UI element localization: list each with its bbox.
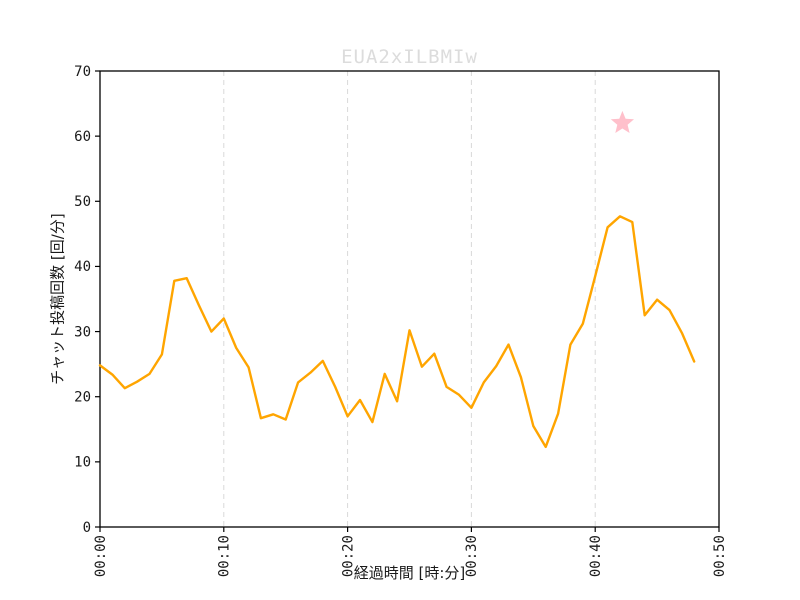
y-tick-label: 60 (74, 129, 91, 145)
y-tick-label: 0 (83, 520, 91, 536)
plot-border (99, 70, 720, 528)
x-tick-label: 00:40 (588, 535, 604, 577)
x-tick-label: 00:10 (217, 535, 233, 577)
y-tick-label: 30 (74, 324, 91, 340)
x-axis-label: 経過時間 [時:分] (353, 564, 466, 582)
x-tick-label: 00:50 (712, 535, 728, 577)
y-tick-label: 10 (74, 455, 91, 471)
y-tick-label: 50 (74, 194, 91, 210)
data-line (98, 215, 696, 449)
y-axis-label: チャット投稿回数 [回/分] (48, 213, 67, 385)
y-tick-label: 70 (74, 64, 91, 80)
x-tick-label: 00:20 (340, 535, 356, 577)
y-tick-label: 20 (74, 390, 91, 406)
star-marker (610, 110, 634, 133)
y-tick-label: 40 (74, 259, 91, 275)
x-tick-label: 00:30 (464, 535, 480, 577)
x-tick-label: 00:00 (93, 535, 109, 577)
chart-title: EUA2xILBMIw (341, 46, 478, 68)
